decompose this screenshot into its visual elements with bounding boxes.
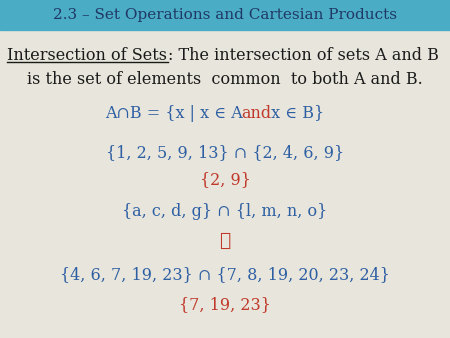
Text: {2, 9}: {2, 9}	[199, 171, 251, 189]
Text: A∩B = {x | x ∈ A: A∩B = {x | x ∈ A	[105, 104, 248, 121]
Text: ∅: ∅	[220, 232, 230, 250]
Text: : The intersection of sets A and B: : The intersection of sets A and B	[168, 47, 439, 64]
Text: 2.3 – Set Operations and Cartesian Products: 2.3 – Set Operations and Cartesian Produ…	[53, 8, 397, 22]
Text: {7, 19, 23}: {7, 19, 23}	[179, 296, 271, 314]
Text: is the set of elements  common  to both A and B.: is the set of elements common to both A …	[27, 71, 423, 88]
Text: {1, 2, 5, 9, 13} ∩ {2, 4, 6, 9}: {1, 2, 5, 9, 13} ∩ {2, 4, 6, 9}	[106, 145, 344, 162]
Text: x ∈ B}: x ∈ B}	[266, 104, 324, 121]
Text: {4, 6, 7, 19, 23} ∩ {7, 8, 19, 20, 23, 24}: {4, 6, 7, 19, 23} ∩ {7, 8, 19, 20, 23, 2…	[60, 266, 390, 284]
Text: Intersection of Sets: Intersection of Sets	[7, 47, 167, 64]
Text: and: and	[241, 104, 271, 121]
Text: {a, c, d, g} ∩ {l, m, n, o}: {a, c, d, g} ∩ {l, m, n, o}	[122, 203, 328, 220]
Bar	[0, 0, 450, 30]
